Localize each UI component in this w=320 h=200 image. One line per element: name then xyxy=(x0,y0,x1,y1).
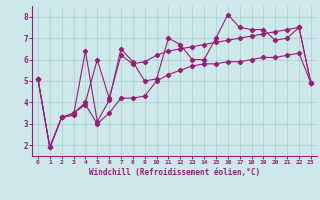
X-axis label: Windchill (Refroidissement éolien,°C): Windchill (Refroidissement éolien,°C) xyxy=(89,168,260,177)
